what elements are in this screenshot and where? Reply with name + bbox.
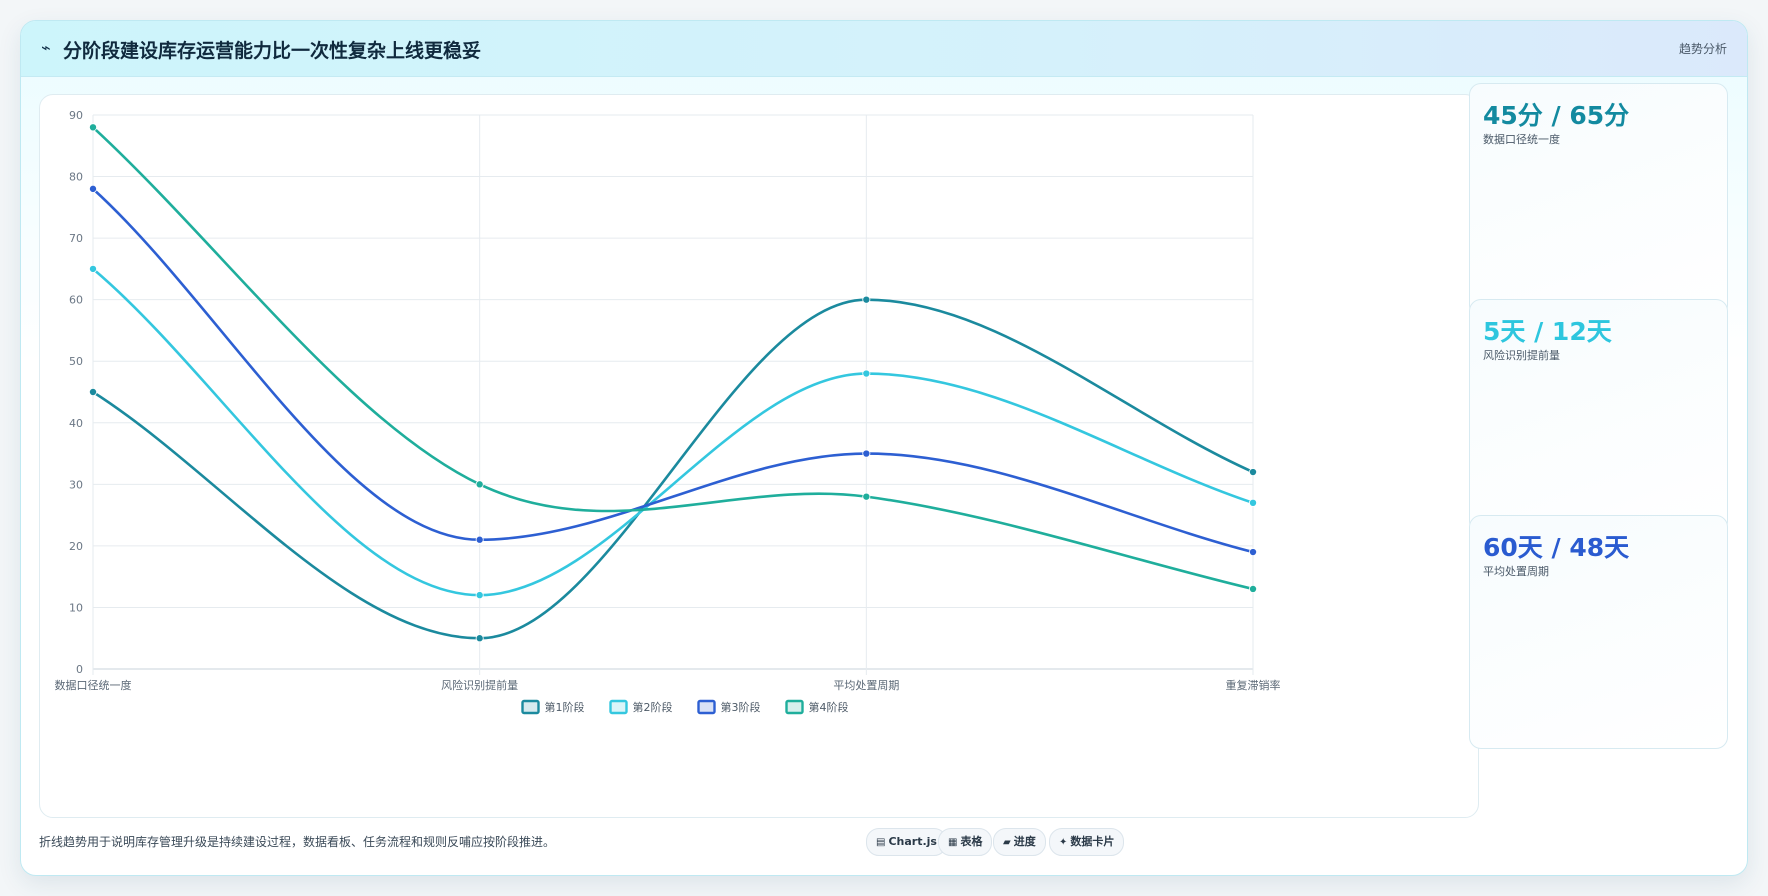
y-tick-label: 20 xyxy=(69,540,83,553)
y-tick-label: 30 xyxy=(69,478,83,491)
y-tick-label: 0 xyxy=(76,663,83,676)
chart-icon: ▤ xyxy=(876,837,886,848)
card-header: ⌁ 分阶段建设库存运营能力比一次性复杂上线更稳妥 趋势分析 xyxy=(21,21,1747,77)
y-tick-label: 90 xyxy=(69,109,83,122)
legend-label: 第3阶段 xyxy=(721,700,761,714)
chart-panel: 0 10 20 30 40 50 60 70 80 90 数据口径统一度 风险识别提前量 平均处置周期 重… xyxy=(39,94,1479,818)
data-point xyxy=(1249,468,1258,477)
data-point xyxy=(862,295,871,304)
sparkle-icon: ✦ xyxy=(1059,837,1068,848)
legend-swatch xyxy=(609,699,628,715)
legend-label: 第4阶段 xyxy=(809,700,849,714)
legend-swatch xyxy=(521,699,540,715)
page-title: 分阶段建设库存运营能力比一次性复杂上线更稳妥 xyxy=(63,40,482,62)
data-point xyxy=(862,492,871,501)
y-tick-label: 70 xyxy=(69,232,83,245)
data-point xyxy=(89,123,98,132)
series-line-3 xyxy=(92,187,1254,554)
data-point xyxy=(862,369,871,378)
footer-note: 折线趋势用于说明库存管理升级是持续建设过程，数据看板、任务流程和规则反哺应按阶段… xyxy=(39,835,556,849)
tag-label: 表格 xyxy=(960,835,983,848)
data-point xyxy=(89,184,98,193)
data-point xyxy=(475,591,484,600)
y-tick-label: 50 xyxy=(69,355,83,368)
tag-table[interactable]: ▦ 表格 xyxy=(938,828,993,856)
data-point xyxy=(1249,498,1258,507)
line-chart: 0 10 20 30 40 50 60 70 80 90 数据口径统一度 风险识别提前量 平均处置周期 重… xyxy=(55,109,1281,715)
tag-data-card[interactable]: ✦ 数据卡片 xyxy=(1049,828,1125,856)
x-tick-label: 风险识别提前量 xyxy=(441,678,518,692)
dashboard-card: ⌁ 分阶段建设库存运营能力比一次性复杂上线更稳妥 趋势分析 0 10 20 30 40 5… xyxy=(20,20,1748,876)
data-point xyxy=(475,535,484,544)
x-tick-label: 平均处置周期 xyxy=(833,679,899,692)
stat-card-consistency: 45分 / 65分 数据口径统一度 xyxy=(1469,83,1728,317)
legend-label: 第1阶段 xyxy=(545,700,585,714)
stat-label: 数据口径统一度 xyxy=(1483,133,1560,146)
tag-progress[interactable]: ▰ 进度 xyxy=(993,828,1046,856)
data-point xyxy=(1249,584,1258,593)
stat-label: 风险识别提前量 xyxy=(1483,349,1560,362)
y-tick-label: 60 xyxy=(69,294,83,307)
y-tick-label: 10 xyxy=(69,601,83,614)
progress-icon: ▰ xyxy=(1003,837,1011,848)
table-icon: ▦ xyxy=(948,837,958,848)
data-point xyxy=(89,387,98,396)
data-point xyxy=(862,449,871,458)
data-point xyxy=(475,480,484,489)
tag-label: Chart.js xyxy=(888,835,937,848)
x-tick-label: 数据口径统一度 xyxy=(55,678,132,692)
y-tick-label: 40 xyxy=(69,417,83,430)
stat-card-lead-time: 5天 / 12天 风险识别提前量 xyxy=(1469,299,1728,533)
trend-analysis-link[interactable]: 趋势分析 xyxy=(1678,42,1727,56)
tag-label: 进度 xyxy=(1013,835,1036,848)
tag-label: 数据卡片 xyxy=(1070,835,1115,848)
data-point xyxy=(1249,548,1258,557)
legend-label: 第2阶段 xyxy=(633,700,673,714)
legend-swatch xyxy=(785,699,804,715)
stat-card-cycle: 60天 / 48天 平均处置周期 xyxy=(1469,515,1728,749)
data-point xyxy=(89,264,98,273)
x-tick-label: 重复滞销率 xyxy=(1226,678,1281,692)
trend-icon: ⌁ xyxy=(41,38,51,57)
tag-chartjs[interactable]: ▤ Chart.js xyxy=(866,828,947,856)
series-line-1 xyxy=(92,298,1254,640)
series-line-4 xyxy=(92,126,1254,591)
stat-value: 60天 / 48天 xyxy=(1483,533,1630,562)
stat-value: 45分 / 65分 xyxy=(1483,101,1630,130)
y-tick-label: 80 xyxy=(69,171,83,184)
stat-label: 平均处置周期 xyxy=(1483,565,1549,578)
stat-value: 5天 / 12天 xyxy=(1483,317,1612,346)
data-point xyxy=(475,634,484,643)
legend-swatch xyxy=(697,699,716,715)
